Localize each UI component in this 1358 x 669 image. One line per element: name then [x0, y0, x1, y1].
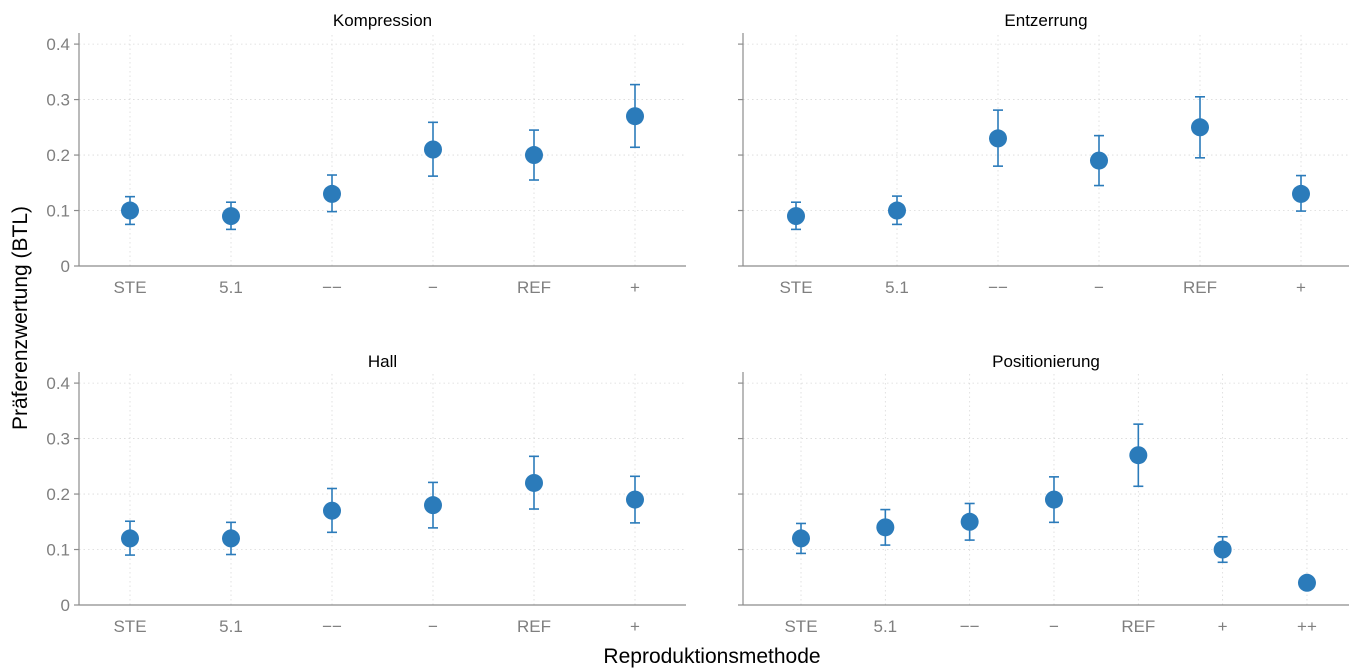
- data-point: [888, 201, 906, 220]
- data-point: [323, 501, 341, 520]
- x-tick-label: STE: [113, 278, 146, 297]
- data-point: [222, 529, 240, 548]
- data-point: [424, 140, 442, 159]
- x-tick-label: 5.1: [874, 617, 898, 636]
- data-point: [323, 184, 341, 203]
- x-tick-label: REF: [517, 278, 551, 297]
- data-point: [1297, 573, 1316, 592]
- x-tick-label: REF: [1121, 617, 1155, 636]
- y-tick-label: 0.4: [46, 374, 70, 393]
- x-tick-label: 5.1: [219, 278, 243, 297]
- x-tick-label: STE: [784, 617, 817, 636]
- x-tick-label: −: [1094, 278, 1104, 297]
- x-tick-label: +: [630, 278, 640, 297]
- data-point: [960, 512, 979, 531]
- data-point: [626, 107, 644, 126]
- y-tick-label: 0.3: [46, 430, 70, 449]
- data-point: [424, 496, 442, 515]
- data-point: [121, 529, 139, 548]
- y-axis-title: Präferenzwertung (BTL): [9, 206, 32, 430]
- y-tick-label: 0.1: [46, 541, 70, 560]
- data-point: [1129, 446, 1148, 465]
- data-point: [1044, 490, 1063, 509]
- x-tick-label: STE: [113, 617, 146, 636]
- x-tick-label: 5.1: [219, 617, 243, 636]
- data-point: [1191, 118, 1209, 137]
- x-tick-label: REF: [517, 617, 551, 636]
- x-tick-label: −−: [960, 617, 980, 636]
- x-tick-label: −−: [322, 278, 342, 297]
- data-point: [989, 129, 1007, 148]
- x-tick-label: REF: [1183, 278, 1217, 297]
- panel-title: Entzerrung: [1004, 11, 1087, 30]
- x-tick-label: +: [1218, 617, 1228, 636]
- y-tick-label: 0.2: [46, 485, 70, 504]
- data-point: [525, 146, 543, 165]
- x-tick-label: −: [428, 617, 438, 636]
- x-tick-label: ++: [1297, 617, 1317, 636]
- y-tick-label: 0.2: [46, 146, 70, 165]
- y-tick-label: 0: [61, 257, 70, 276]
- y-tick-label: 0: [61, 596, 70, 615]
- panel-title: Positionierung: [992, 352, 1100, 371]
- data-point: [121, 201, 139, 220]
- y-tick-label: 0.3: [46, 91, 70, 110]
- panel-2: STE 5.1 −− − REF +Entzerrung: [738, 11, 1349, 297]
- x-tick-label: −−: [988, 278, 1008, 297]
- x-tick-label: +: [630, 617, 640, 636]
- data-point: [1213, 540, 1232, 559]
- y-tick-label: 0.1: [46, 202, 70, 221]
- data-point: [792, 529, 810, 548]
- x-tick-label: +: [1296, 278, 1306, 297]
- x-tick-label: −−: [322, 617, 342, 636]
- panel-4: STE 5.1 −− − REF + ++Positionierung: [738, 352, 1349, 636]
- data-point: [787, 207, 805, 226]
- data-point: [1292, 184, 1310, 203]
- x-tick-label: STE: [779, 278, 812, 297]
- data-point: [525, 473, 543, 492]
- panel-title: Kompression: [333, 11, 432, 30]
- data-point: [876, 518, 895, 537]
- y-tick-label: 0.4: [46, 35, 70, 54]
- x-tick-label: 5.1: [885, 278, 909, 297]
- panel-title: Hall: [368, 352, 397, 371]
- x-tick-label: −: [428, 278, 438, 297]
- data-point: [626, 490, 644, 509]
- x-tick-label: −: [1049, 617, 1059, 636]
- x-axis-title: Reproduktionsmethode: [603, 645, 820, 668]
- data-point: [1090, 151, 1108, 170]
- data-point: [222, 207, 240, 226]
